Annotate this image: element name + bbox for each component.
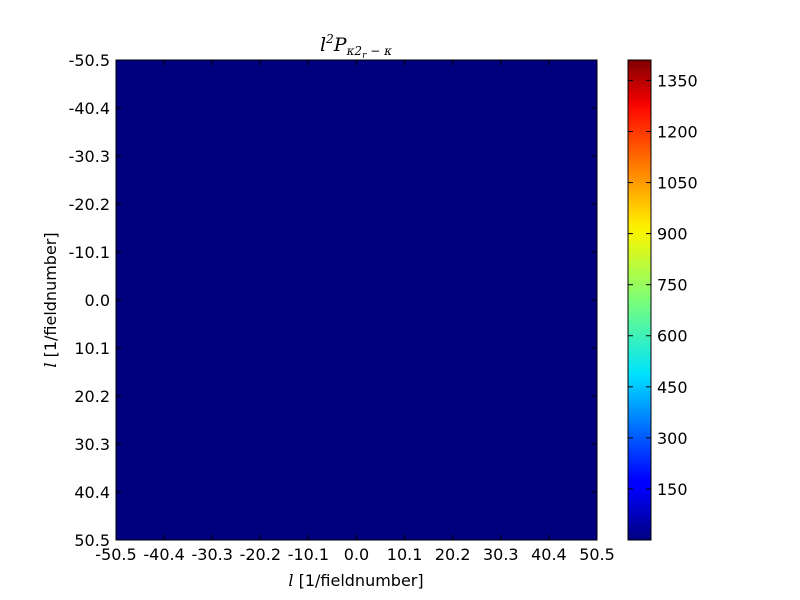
y-tick-label: -50.5	[69, 51, 110, 70]
y-tick-label: 20.2	[74, 387, 110, 406]
y-tick-labels: -50.5 -40.4 -30.3 -20.2 -10.1 0.0 10.1 20.2 30.3…	[69, 51, 110, 550]
y-tick-label: 50.5	[74, 531, 110, 550]
y-tick-label: -10.1	[69, 243, 110, 262]
colorbar-tick-label: 750	[657, 276, 688, 295]
y-axis-label-rest: [1/fieldnumber]	[41, 232, 60, 362]
colorbar-tick-label: 450	[657, 378, 688, 397]
colorbar-tick-label: 600	[657, 327, 688, 346]
y-tick-label: 10.1	[74, 339, 110, 358]
title-main: P	[333, 34, 348, 56]
x-tick-label: -20.2	[240, 545, 281, 564]
y-tick-label: -20.2	[69, 195, 110, 214]
x-tick-label: -10.1	[288, 545, 329, 564]
colorbar-tick-label: 300	[657, 429, 688, 448]
chart-title: l2Pκ2r − κ	[320, 32, 392, 61]
x-tick-labels: -50.5 -40.4 -30.3 -20.2 -10.1 0.0 10.1 20.2 30.3…	[95, 545, 615, 564]
colorbar-tick-label: 1200	[657, 122, 698, 141]
x-tick-label: 20.2	[435, 545, 471, 564]
x-axis-label-rest: [1/fieldnumber]	[294, 571, 424, 590]
colorbar-tick-label: 150	[657, 480, 688, 499]
y-tick-label: 30.3	[74, 435, 110, 454]
colorbar-tick-labels: 150 300 450 600 750 900 1050 1200 1350	[657, 71, 698, 499]
x-axis-label: l [1/fieldnumber]	[288, 571, 423, 590]
title-sup: 2	[325, 32, 334, 46]
y-tick-label: 40.4	[74, 483, 110, 502]
y-axis-label: l [1/fieldnumber]	[41, 232, 60, 367]
colorbar-tick-label: 900	[657, 225, 688, 244]
y-tick-label: 0.0	[85, 291, 110, 310]
colorbar-tick-label: 1350	[657, 71, 698, 90]
x-tick-label: 40.4	[531, 545, 567, 564]
y-tick-label: -30.3	[69, 147, 110, 166]
heatmap-field	[116, 60, 597, 540]
title-tail: − κ	[366, 44, 392, 58]
x-tick-label: -40.4	[143, 545, 184, 564]
colorbar-tick-label: 1050	[657, 174, 698, 193]
x-tick-label: -30.3	[191, 545, 232, 564]
x-tick-label: 30.3	[483, 545, 519, 564]
y-tick-label: -40.4	[69, 99, 110, 118]
x-tick-label: 10.1	[387, 545, 423, 564]
colorbar	[628, 60, 651, 540]
x-tick-label: 0.0	[344, 545, 369, 564]
x-tick-label: 50.5	[579, 545, 615, 564]
title-sub: κ2	[346, 44, 363, 58]
